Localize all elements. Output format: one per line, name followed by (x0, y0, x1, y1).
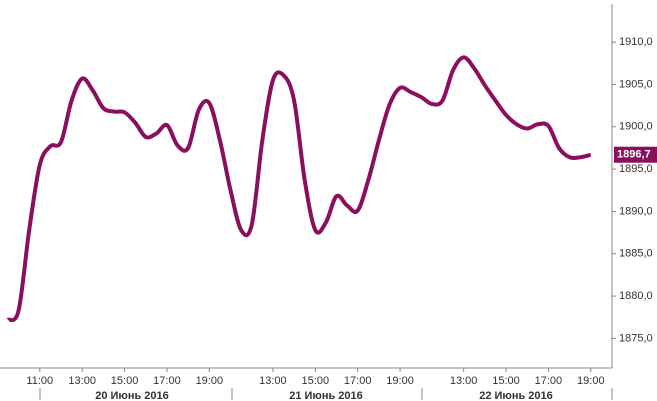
x-tick-label: 11:00 (26, 375, 53, 387)
day-label: 22 Июнь 2016 (479, 390, 553, 401)
x-tick-label: 13:00 (450, 375, 478, 387)
x-tick-label: 19:00 (386, 375, 414, 387)
x-tick-label: 15:00 (302, 375, 330, 387)
x-tick-label: 17:00 (344, 375, 372, 387)
x-tick-label: 19:00 (577, 375, 605, 387)
y-tick-label: 1910,0 (619, 36, 653, 48)
y-tick-label: 1905,0 (619, 78, 653, 90)
day-label: 21 Июнь 2016 (289, 390, 363, 401)
x-tick-label: 17:00 (153, 375, 181, 387)
last-value-box (614, 146, 657, 163)
y-tick-label: 1880,0 (619, 290, 653, 302)
x-tick-label: 13:00 (259, 375, 287, 387)
x-tick-label: 15:00 (111, 375, 139, 387)
y-tick-label: 1890,0 (619, 205, 653, 217)
last-value-label: 1896,7 (617, 149, 651, 161)
y-tick-label: 1875,0 (619, 332, 653, 344)
x-tick-label: 15:00 (492, 375, 520, 387)
price-line (6, 55, 592, 323)
day-label: 20 Июнь 2016 (95, 390, 169, 401)
x-tick-label: 17:00 (535, 375, 563, 387)
x-tick-label: 19:00 (196, 375, 224, 387)
y-tick-label: 1885,0 (619, 248, 653, 260)
y-tick-label: 1900,0 (619, 121, 653, 133)
x-tick-label: 13:00 (68, 375, 96, 387)
y-tick-label: 1895,0 (619, 163, 653, 175)
